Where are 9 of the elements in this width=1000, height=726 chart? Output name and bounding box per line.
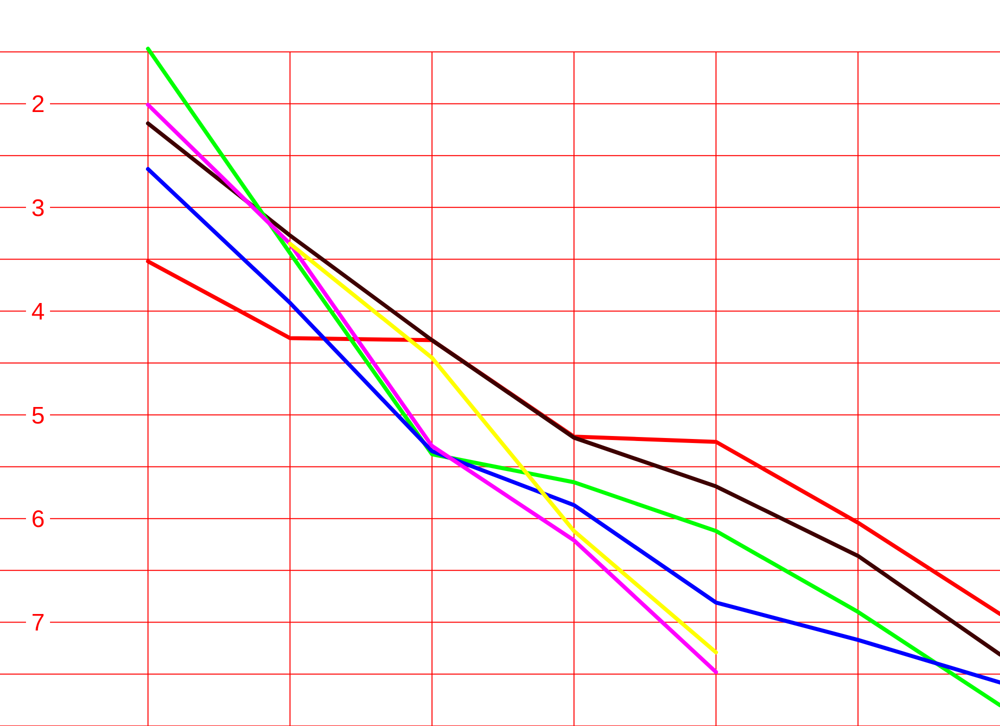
y-tick-label: 6	[31, 506, 45, 533]
y-tick-label: 3	[31, 194, 45, 222]
line-series	[288, 242, 718, 654]
y-tick-label: 7	[31, 610, 45, 637]
y-tick-label: 5	[31, 402, 45, 430]
y-tick-label: 4	[31, 298, 45, 326]
y-tick-label: 2	[31, 91, 45, 118]
line-series	[146, 46, 1000, 708]
line-series	[146, 102, 718, 674]
